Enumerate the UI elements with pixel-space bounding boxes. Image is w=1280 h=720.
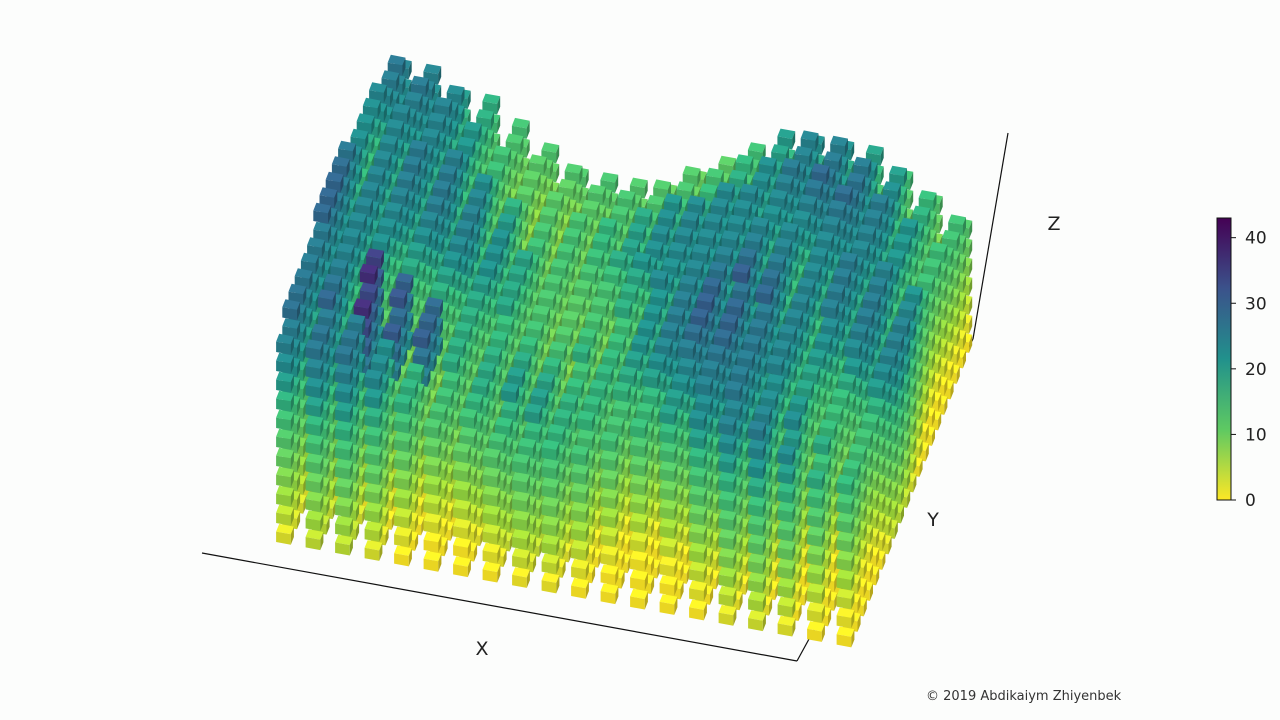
cube-side (467, 90, 471, 109)
cube-side (438, 66, 442, 85)
cube-top (482, 93, 501, 104)
cube-side (556, 164, 560, 183)
cube-side (851, 142, 855, 161)
cube-side (408, 61, 412, 80)
cube-top (541, 142, 560, 153)
cube-side (792, 131, 796, 150)
cube-side (615, 174, 619, 193)
cube-side (497, 96, 501, 115)
cube-side (556, 145, 560, 164)
cube-side (497, 115, 501, 134)
cube-side (644, 180, 648, 199)
cube-top (423, 63, 442, 75)
cube-markers (276, 54, 973, 648)
cube-side (526, 120, 530, 139)
cube-top (747, 142, 766, 153)
cube-top (600, 172, 619, 183)
cube-top (629, 177, 648, 188)
cube-top (777, 128, 796, 139)
x-axis-line (201, 552, 798, 662)
cube-top (718, 155, 737, 167)
cube-side (526, 139, 530, 158)
cube-marker (482, 93, 501, 115)
cube-side (821, 136, 825, 155)
z-axis-line (972, 132, 1009, 340)
cube-top (511, 117, 530, 129)
cube-side (585, 169, 589, 188)
